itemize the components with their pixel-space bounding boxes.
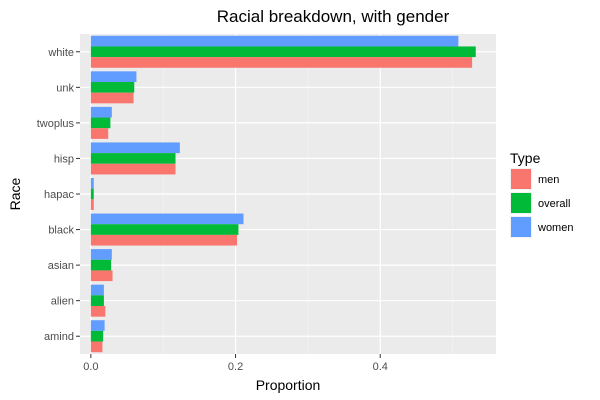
x-tick-label: 0.4 [373,361,388,373]
bar-alien-women [90,284,104,296]
legend-label-women: women [537,222,573,234]
bar-amind-women [90,320,105,331]
bar-asian-overall [90,259,112,271]
y-tick-label: white [47,47,74,59]
bar-twoplus-men [90,128,109,139]
legend-label-overall: overall [538,198,570,210]
y-tick-label: hapac [44,189,74,201]
x-tick-label: 0.2 [228,361,243,373]
legend-swatch-women [511,217,531,237]
bar-amind-overall [90,330,104,342]
y-tick-label: asian [48,260,74,272]
y-tick-label: amind [44,331,74,343]
bar-amind-men [90,341,103,353]
bar-white-women [90,35,459,47]
y-axis: white unk twoplus hisp hapac black asian alien a… [37,47,80,343]
x-axis: 0.0 0.2 0.4 [83,354,388,373]
chart-title: Racial breakdown, with gender [217,7,450,26]
bar-white-men [90,57,473,68]
bar-twoplus-women [90,106,112,118]
bar-hapac-men [90,199,94,210]
y-tick-label: hisp [54,153,74,165]
y-tick-label: alien [51,296,74,308]
y-tick-label: black [48,225,74,237]
bar-alien-men [90,306,106,317]
bar-asian-men [90,270,113,282]
legend-label-men: men [538,174,559,186]
legend-swatch-overall [511,193,531,213]
legend-swatch-men [511,169,531,189]
bar-alien-overall [90,295,104,306]
bar-black-women [90,213,244,225]
bar-hisp-women [90,142,180,154]
bar-twoplus-overall [90,117,111,129]
bar-hisp-men [90,163,176,175]
bars [90,35,476,353]
y-tick-label: twoplus [37,118,75,130]
x-tick-label: 0.0 [83,361,98,373]
bar-hapac-overall [90,188,94,200]
grid [80,34,496,354]
legend: Type men overall women [510,150,573,238]
bar-black-men [90,234,237,246]
x-axis-title: Proportion [256,377,321,393]
bar-black-overall [90,224,239,235]
y-tick-label: unk [56,82,74,94]
bar-unk-men [90,92,134,104]
bar-asian-women [90,249,112,260]
bar-unk-women [90,71,137,82]
legend-title: Type [510,150,541,166]
bar-hisp-overall [90,153,176,164]
bar-unk-overall [90,82,135,93]
bar-white-overall [90,46,476,58]
bar-hapac-women [90,178,94,189]
y-axis-title: Race [7,177,23,210]
